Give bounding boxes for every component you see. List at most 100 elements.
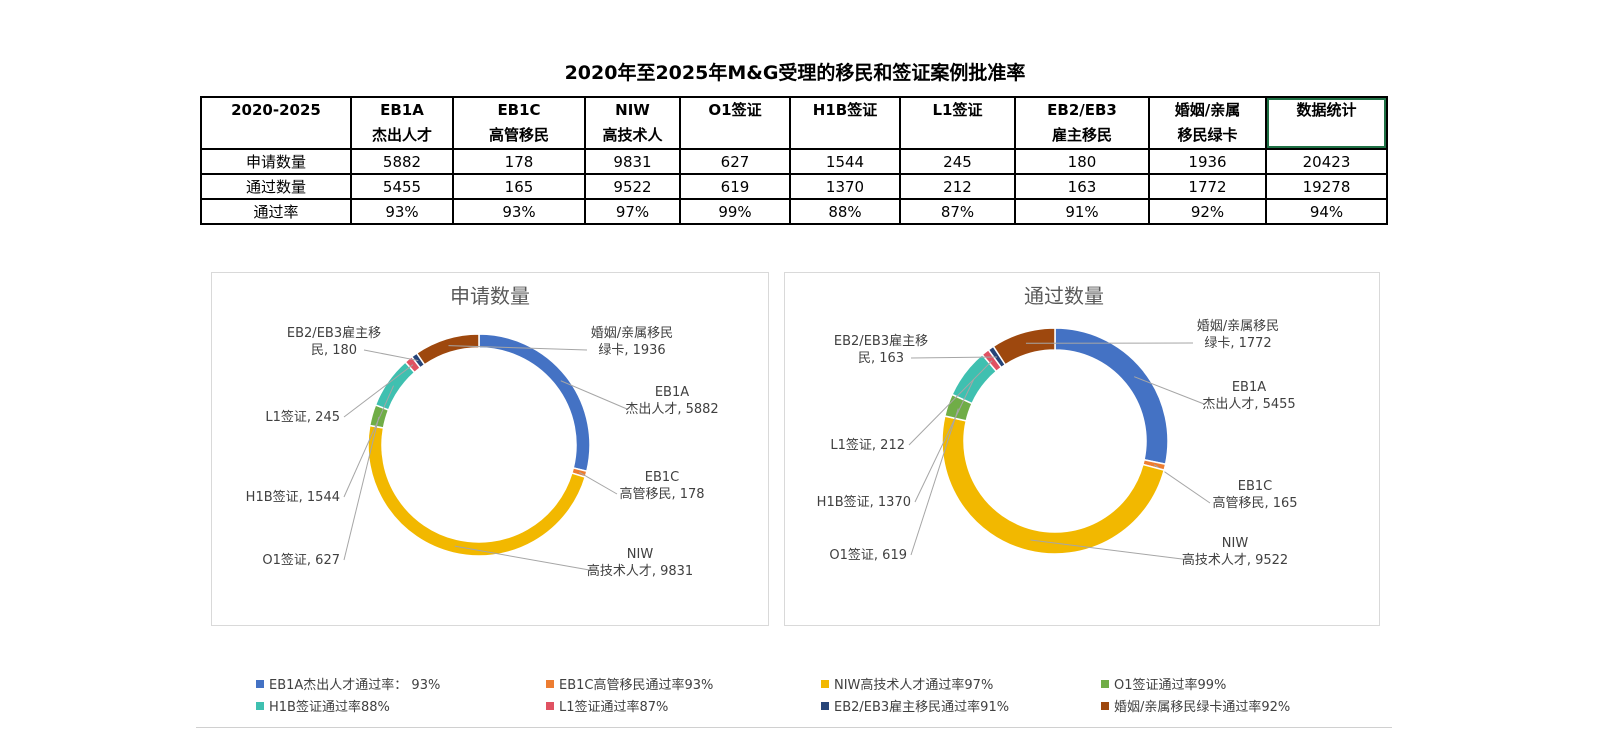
- chart-panel-approvals: 通过数量 EB1A 杰出人才, 5455 EB1C 高管移民, 165 NIW 高技术人才,…: [784, 272, 1380, 626]
- data-label: 高技术人才, 9522: [1182, 552, 1288, 568]
- doughnut-chart-approvals: 通过数量 EB1A 杰出人才, 5455 EB1C高管移民, 165 NIW高技术人才,…: [817, 284, 1298, 568]
- leader-line: [908, 360, 993, 446]
- table-cell: 5455: [350, 173, 454, 200]
- doughnut-slice: [1054, 327, 1169, 466]
- table-cell: 91%: [1014, 198, 1150, 225]
- chart-title: 通过数量: [1024, 284, 1104, 308]
- table-cell: 94%: [1265, 198, 1388, 225]
- data-label: 高管移民, 165: [1212, 495, 1297, 511]
- data-label: EB1A: [655, 385, 689, 400]
- table-cell: 9522: [584, 173, 681, 200]
- legend-item: EB2/EB3雇主移民通过率91%: [821, 696, 1009, 715]
- table-row-approvals: 通过数量 5455 165 9522 619 1370 212 163 1772 19278: [200, 173, 1388, 200]
- data-label: 杰出人才, 5455: [1202, 397, 1295, 412]
- legend-label: EB1A杰出人才通过率： 93%: [269, 678, 441, 693]
- legend-item: NIW高技术人才通过率97%: [821, 674, 993, 693]
- header-cell: 婚姻/亲属 移民绿卡: [1148, 96, 1267, 150]
- data-label: O1签证, 627: [262, 552, 340, 568]
- legend-swatch: [1101, 701, 1109, 710]
- leader-line: [1030, 539, 1191, 561]
- leader-line: [1134, 376, 1205, 405]
- data-label: 杰出人才, 5882: [625, 402, 718, 417]
- legend-item: O1签证通过率99%: [1101, 674, 1226, 693]
- header-cell: 数据统计: [1265, 96, 1388, 150]
- table-cell: 93%: [452, 198, 586, 225]
- table-cell: 99%: [679, 198, 791, 225]
- data-label: NIW: [1222, 536, 1249, 551]
- data-label: 婚姻/亲属移民: [1197, 319, 1279, 334]
- table-cell: 87%: [899, 198, 1016, 225]
- table-cell: 212: [899, 173, 1016, 200]
- approval-table: 2020-2025 EB1A 杰出人才 EB1C 高管移民 NIW 高技术人 O1签证 H1B签…: [200, 96, 1388, 225]
- table-cell: 通过率: [200, 198, 352, 225]
- legend-item: 婚姻/亲属移民绿卡通过率92%: [1101, 696, 1290, 715]
- data-label: 绿卡, 1936: [598, 343, 665, 358]
- legend-item: H1B签证通过率88%: [256, 696, 390, 715]
- leader-line: [343, 385, 395, 498]
- doughnut-slice: [367, 424, 587, 557]
- leader-line: [343, 364, 414, 418]
- table-cell: 20423: [1265, 148, 1388, 175]
- legend-swatch: [1101, 679, 1109, 688]
- data-label: EB2/EB3雇主移: [287, 325, 381, 341]
- table-cell: 1544: [789, 148, 901, 175]
- chart-title: 申请数量: [450, 284, 530, 308]
- legend-swatch: [546, 701, 554, 710]
- table-cell: 93%: [350, 198, 454, 225]
- data-label: H1B签证, 1370: [817, 494, 911, 510]
- legend-item: EB1A杰出人才通过率： 93%: [256, 674, 440, 693]
- table-cell: 97%: [584, 198, 681, 225]
- header-cell: EB2/EB3 雇主移民: [1014, 96, 1150, 150]
- data-label: 民, 180: [311, 343, 357, 358]
- leader-line: [363, 349, 419, 362]
- leader-line: [560, 380, 628, 410]
- table-cell: 1772: [1148, 173, 1267, 200]
- table-cell: 619: [679, 173, 791, 200]
- table-row-applications: 申请数量 5882 178 9831 627 1544 245 180 1936 20423: [200, 148, 1388, 175]
- data-label: EB1C: [1238, 479, 1272, 494]
- doughnut-chart-applications: 申请数量 EB1A 杰出人才, 5882 EB1C高管移民, 178 NIW高技术人才,…: [246, 284, 719, 579]
- header-cell: EB1C 高管移民: [452, 96, 586, 150]
- data-label: L1签证, 245: [265, 409, 340, 425]
- legend-item: EB1C高管移民通过率93%: [546, 674, 713, 693]
- leader-line: [579, 471, 618, 495]
- legend-label: EB1C高管移民通过率93%: [559, 678, 714, 693]
- doughnut-slice: [415, 333, 480, 366]
- legend-swatch: [256, 701, 264, 710]
- leader-line: [343, 416, 380, 561]
- table-title: 2020年至2025年M&G受理的移民和签证案例批准率: [564, 62, 1026, 84]
- data-label: H1B签证, 1544: [246, 489, 340, 505]
- table-row-rate: 通过率 93% 93% 97% 99% 88% 87% 91% 92% 94%: [200, 198, 1388, 225]
- table-cell: 163: [1014, 173, 1150, 200]
- leader-line: [910, 408, 959, 556]
- legend-swatch: [546, 679, 554, 688]
- table-header-row: 2020-2025 EB1A 杰出人才 EB1C 高管移民 NIW 高技术人 O1签证 H1B签…: [200, 96, 1388, 150]
- table-cell: 88%: [789, 198, 901, 225]
- table-cell: 5882: [350, 148, 454, 175]
- table-cell: 1936: [1148, 148, 1267, 175]
- table-cell: 通过数量: [200, 173, 352, 200]
- header-cell: O1签证: [679, 96, 791, 150]
- table-cell: 245: [899, 148, 1016, 175]
- doughnut-slice: [941, 415, 1166, 555]
- leader-line: [914, 379, 975, 503]
- header-cell: EB1A 杰出人才: [350, 96, 454, 150]
- header-cell: L1签证: [899, 96, 1016, 150]
- doughnut-slice: [992, 327, 1056, 366]
- legend-label: NIW高技术人才通过率97%: [834, 678, 994, 693]
- legend-swatch: [821, 679, 829, 688]
- legend-swatch: [821, 701, 829, 710]
- legend-label: L1签证通过率87%: [559, 700, 669, 715]
- data-label: EB1A: [1232, 380, 1266, 395]
- table-cell: 180: [1014, 148, 1150, 175]
- data-label: 婚姻/亲属移民: [591, 326, 673, 341]
- legend-label: H1B签证通过率88%: [269, 700, 390, 715]
- data-label: EB2/EB3雇主移: [834, 333, 928, 349]
- leader-line: [454, 545, 596, 572]
- bottom-divider: [196, 727, 1392, 728]
- table-cell: 申请数量: [200, 148, 352, 175]
- leader-line: [910, 356, 998, 359]
- table-cell: 1370: [789, 173, 901, 200]
- data-label: 高管移民, 178: [619, 486, 704, 502]
- legend-swatch: [256, 679, 264, 688]
